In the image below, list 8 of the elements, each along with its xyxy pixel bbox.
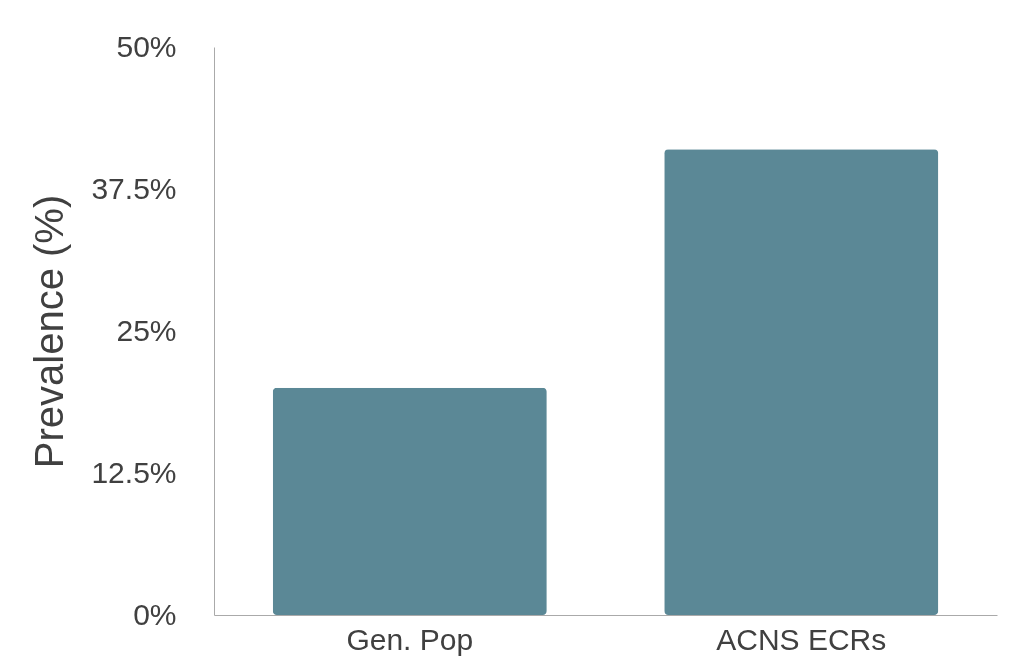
y-axis-title: Prevalence (%)	[27, 194, 72, 469]
x-tick-label: ACNS ECRs	[716, 622, 887, 656]
y-tick-label: 37.5%	[91, 171, 177, 205]
x-tick-label: Gen. Pop	[346, 622, 474, 656]
y-tick-label: 12.5%	[91, 455, 177, 489]
y-tick-label: 0%	[133, 597, 177, 631]
y-tick-label: 25%	[116, 313, 177, 347]
y-tick-label: 50%	[116, 29, 177, 63]
